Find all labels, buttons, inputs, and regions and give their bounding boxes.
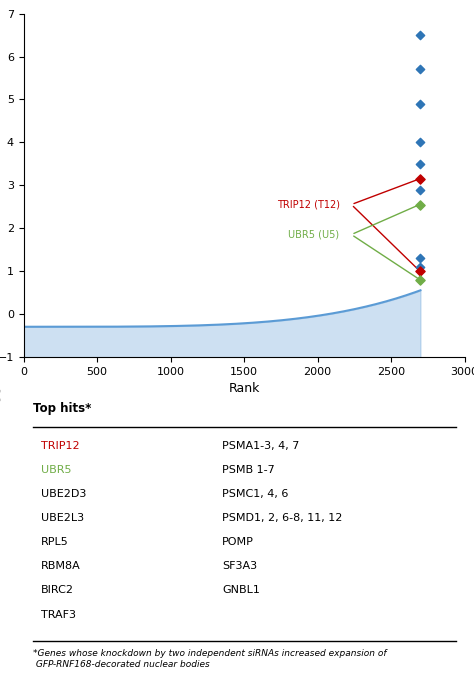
- Text: RBM8A: RBM8A: [41, 561, 81, 572]
- Text: SF3A3: SF3A3: [222, 561, 257, 572]
- Text: PSMD1, 2, 6-8, 11, 12: PSMD1, 2, 6-8, 11, 12: [222, 513, 342, 523]
- Text: TRIP12 (T12): TRIP12 (T12): [277, 200, 339, 209]
- Point: [417, 265, 424, 276]
- Text: *Genes whose knockdown by two independent siRNAs increased expansion of
 GFP-RNF: *Genes whose knockdown by two independen…: [33, 649, 386, 668]
- Text: Top hits*: Top hits*: [33, 402, 91, 415]
- Text: UBE2L3: UBE2L3: [41, 513, 84, 523]
- Text: GNBL1: GNBL1: [222, 585, 260, 595]
- Text: TRIP12: TRIP12: [41, 441, 80, 451]
- Point: [417, 158, 424, 169]
- Text: PSMB 1-7: PSMB 1-7: [222, 464, 275, 475]
- X-axis label: Rank: Rank: [228, 382, 260, 395]
- Text: UBE2D3: UBE2D3: [41, 489, 87, 499]
- Text: PSMA1-3, 4, 7: PSMA1-3, 4, 7: [222, 441, 300, 451]
- Text: PSMC1, 4, 6: PSMC1, 4, 6: [222, 489, 289, 499]
- Point: [417, 184, 424, 195]
- Text: POMP: POMP: [222, 537, 254, 547]
- Point: [417, 274, 424, 285]
- Text: RPL5: RPL5: [41, 537, 69, 547]
- Point: [417, 261, 424, 272]
- Point: [417, 252, 424, 263]
- Point: [417, 173, 424, 184]
- Point: [417, 137, 424, 148]
- Point: [417, 98, 424, 109]
- Text: TRAF3: TRAF3: [41, 610, 76, 620]
- Point: [417, 29, 424, 40]
- Point: [417, 199, 424, 210]
- Text: UBR5 (U5): UBR5 (U5): [289, 230, 339, 239]
- Text: UBR5: UBR5: [41, 464, 72, 475]
- Text: BIRC2: BIRC2: [41, 585, 74, 595]
- Point: [417, 64, 424, 75]
